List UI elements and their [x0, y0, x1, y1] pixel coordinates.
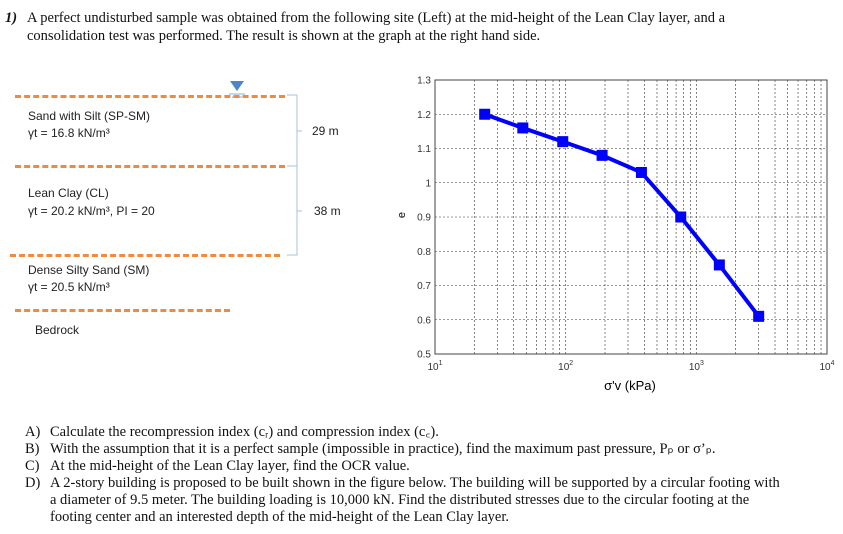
x-tick-label: 103 — [689, 360, 704, 373]
y-tick-label: 0.8 — [417, 247, 431, 258]
y-tick-label: 1.2 — [417, 110, 431, 121]
problem-number: 1) — [5, 10, 18, 26]
x-axis-label: σ'v (kPa) — [604, 378, 656, 393]
data-point-marker — [713, 259, 725, 271]
data-point-marker — [753, 310, 765, 322]
data-point-marker — [517, 122, 529, 134]
question-text: a diameter of 9.5 meter. The building lo… — [50, 492, 750, 508]
question-label: B) — [25, 441, 40, 457]
plot-area-frame — [434, 79, 828, 355]
y-axis-label: e — [396, 212, 408, 218]
y-tick-label: 1 — [425, 178, 431, 189]
question-text: Calculate the recompression index (cᵣ) a… — [50, 424, 439, 440]
x-tick-label: 104 — [819, 360, 834, 373]
layer-name: Sand with Silt (SP-SM) — [28, 109, 151, 123]
thickness-bracket — [287, 94, 302, 256]
y-tick-label: 1.3 — [417, 76, 431, 87]
layer-name: Dense Silty Sand (SM) — [28, 263, 150, 277]
layer-boundary-3 — [15, 309, 230, 312]
layer-unit-weight: γt = 16.8 kN/m³ — [28, 126, 110, 140]
y-tick-label: 0.6 — [417, 315, 431, 326]
layer-boundary-surface — [15, 95, 285, 98]
y-tick-label: 0.5 — [417, 350, 431, 361]
x-tick-label: 102 — [558, 360, 573, 373]
chart-grid — [435, 80, 827, 354]
data-point-marker — [596, 149, 608, 161]
data-point-marker — [675, 211, 687, 223]
x-tick-label: 101 — [427, 360, 442, 373]
data-point-marker — [557, 136, 569, 148]
e-log-p-chart: 0.5 0.6 0.7 0.8 0.9 1 1.1 1.2 1.3 101 102 103 104 e… — [396, 76, 835, 394]
layer-unit-weight: γt = 20.2 kN/m³, PI = 20 — [28, 204, 155, 218]
data-point-marker — [479, 108, 491, 120]
layer-name: Bedrock — [35, 323, 80, 337]
question-label: D) — [25, 475, 41, 491]
question-label: A) — [25, 424, 41, 440]
problem-intro-line-2: consolidation test was performed. The re… — [27, 28, 541, 44]
y-tick-label: 0.9 — [417, 213, 431, 224]
question-text: A 2-story building is proposed to be bui… — [50, 475, 780, 491]
data-point-marker — [635, 166, 647, 178]
layer-boundary-2 — [10, 254, 280, 257]
series-line — [484, 112, 761, 318]
y-tick-label: 1.1 — [417, 144, 431, 155]
question-text: At the mid-height of the Lean Clay layer… — [50, 458, 410, 474]
layer-unit-weight: γt = 20.5 kN/m³ — [28, 280, 110, 294]
layer-thickness: 29 m — [312, 124, 339, 138]
question-text: footing center and an interested depth o… — [50, 509, 510, 525]
problem-intro-line-1: A perfect undisturbed sample was obtaine… — [27, 10, 726, 26]
layer-name: Lean Clay (CL) — [28, 186, 109, 200]
layer-thickness: 38 m — [314, 204, 341, 218]
question-text: With the assumption that it is a perfect… — [50, 441, 716, 457]
question-label: C) — [25, 458, 40, 474]
y-tick-label: 0.7 — [417, 281, 431, 292]
layer-boundary-1 — [15, 165, 285, 168]
